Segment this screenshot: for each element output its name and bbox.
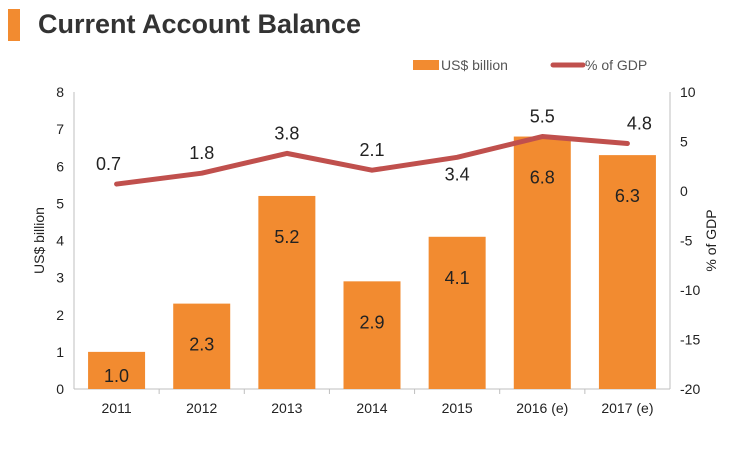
y2-tick-label: -20: [680, 381, 700, 397]
page-title: Current Account Balance: [38, 9, 362, 39]
x-tick-label: 2017 (e): [601, 400, 653, 416]
y-tick-label: 8: [56, 84, 64, 100]
bar: [598, 155, 656, 389]
y2-tick-label: 5: [680, 134, 688, 150]
x-tick-label: 2011: [102, 400, 132, 416]
title-accent-bar: [8, 9, 20, 41]
y-tick-label: 2: [56, 307, 64, 323]
y-tick-label: 5: [56, 195, 64, 211]
line-data-label: 5.5: [530, 107, 555, 127]
line-data-label: 0.7: [96, 154, 121, 174]
line-series: [114, 134, 630, 187]
y2-axis-title: % of GDP: [703, 209, 719, 271]
y2-tick-label: -5: [680, 233, 693, 249]
line-data-label: 2.1: [359, 140, 384, 160]
bar-data-label: 6.3: [615, 186, 640, 206]
line-data-label: 1.8: [189, 143, 214, 163]
line-data-label: 3.8: [274, 123, 299, 143]
bar-data-label: 4.1: [445, 268, 470, 288]
y-tick-label: 0: [56, 381, 64, 397]
line-data-label: 3.4: [445, 164, 470, 184]
bar-data-label: 6.8: [530, 168, 555, 188]
legend-swatch-bars: [413, 60, 439, 70]
x-tick-label: 2014: [356, 400, 387, 416]
y-tick-label: 6: [56, 158, 64, 174]
y-tick-label: 7: [56, 121, 64, 137]
line-data-label: 4.8: [627, 113, 652, 133]
bar-data-label: 1.0: [104, 366, 129, 386]
x-tick-label: 2012: [186, 400, 217, 416]
legend-label-line: % of GDP: [585, 57, 647, 73]
bar-data-label: 2.9: [359, 312, 384, 332]
y-tick-label: 4: [56, 233, 64, 249]
y-tick-label: 3: [56, 270, 64, 286]
x-tick-label: 2013: [271, 400, 302, 416]
bar-data-label: 5.2: [274, 227, 299, 247]
y-tick-label: 1: [56, 344, 64, 360]
y2-tick-label: 10: [680, 84, 696, 100]
bar: [428, 236, 486, 389]
legend-label-bars: US$ billion: [441, 57, 508, 73]
y2-tick-label: 0: [680, 183, 688, 199]
bar: [513, 136, 571, 389]
x-tick-label: 2016 (e): [516, 400, 568, 416]
bar: [173, 303, 231, 389]
bar: [343, 281, 401, 389]
bar: [258, 195, 316, 389]
y2-tick-label: -15: [680, 332, 700, 348]
bar: [88, 351, 146, 389]
y2-tick-label: -10: [680, 282, 700, 298]
bar-data-label: 2.3: [189, 335, 214, 355]
x-tick-label: 2015: [442, 400, 473, 416]
y-axis-title: US$ billion: [31, 207, 47, 274]
